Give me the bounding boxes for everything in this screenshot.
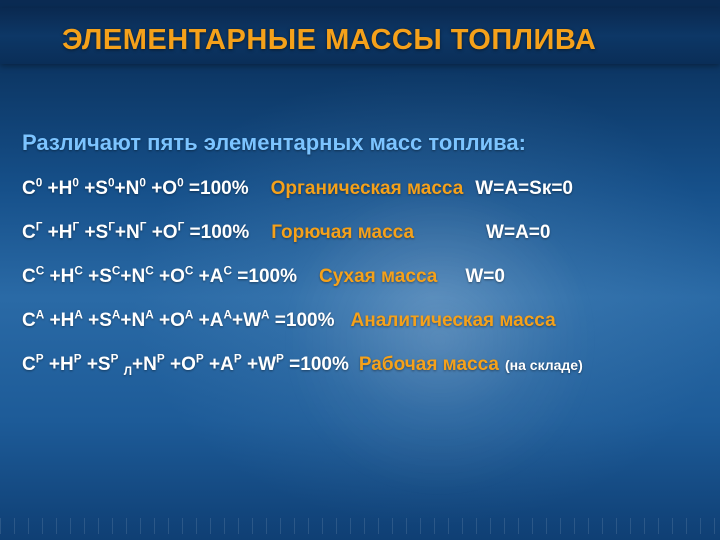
- mass-row: СС +НС +SС+NС +ОС +АС =100% Сухая масса …: [22, 266, 698, 288]
- mass-condition: W=A=Sк=0: [475, 178, 573, 200]
- mass-condition: W=0: [465, 266, 505, 288]
- slide-title: ЭЛЕМЕНТАРНЫЕ МАССЫ ТОПЛИВА: [62, 24, 596, 57]
- mass-row: СР +НР +SР Л+NР +ОР +АР +WР =100% Рабоча…: [22, 354, 698, 376]
- formula-text: СС +НС +SС+NС +ОС +АС =100%: [22, 266, 297, 288]
- mass-label: Аналитическая масса: [351, 310, 556, 332]
- mass-label: Горючая масса: [271, 222, 414, 244]
- formula-text: С0 +Н0 +S0+N0 +О0 =100%: [22, 178, 249, 200]
- formula-text: СР +НР +SР Л+NР +ОР +АР +WР =100%: [22, 354, 349, 376]
- mass-note: (на складе): [505, 357, 583, 373]
- formula-text: СА +НА +SА+NА +ОА +АА+WА =100%: [22, 310, 335, 332]
- slide: ЭЛЕМЕНТАРНЫЕ МАССЫ ТОПЛИВА Различают пят…: [0, 0, 720, 540]
- formula-text: СГ +НГ +SГ+NГ +ОГ =100%: [22, 222, 249, 244]
- decorative-ticks: [0, 518, 720, 534]
- intro-text: Различают пять элементарных масс топлива…: [22, 130, 698, 156]
- mass-row: СА +НА +SА+NА +ОА +АА+WА =100% Аналитиче…: [22, 310, 698, 332]
- mass-row: СГ +НГ +SГ+NГ +ОГ =100% Горючая масса W=…: [22, 222, 698, 244]
- mass-label: Органическая масса: [271, 178, 464, 200]
- mass-label: Сухая масса: [319, 266, 437, 288]
- mass-label: Рабочая масса: [359, 354, 499, 376]
- mass-condition: W=A=0: [486, 222, 550, 244]
- mass-row: С0 +Н0 +S0+N0 +О0 =100% Органическая мас…: [22, 178, 698, 200]
- title-bar: ЭЛЕМЕНТАРНЫЕ МАССЫ ТОПЛИВА: [0, 8, 720, 64]
- slide-body: Различают пять элементарных масс топлива…: [22, 130, 698, 376]
